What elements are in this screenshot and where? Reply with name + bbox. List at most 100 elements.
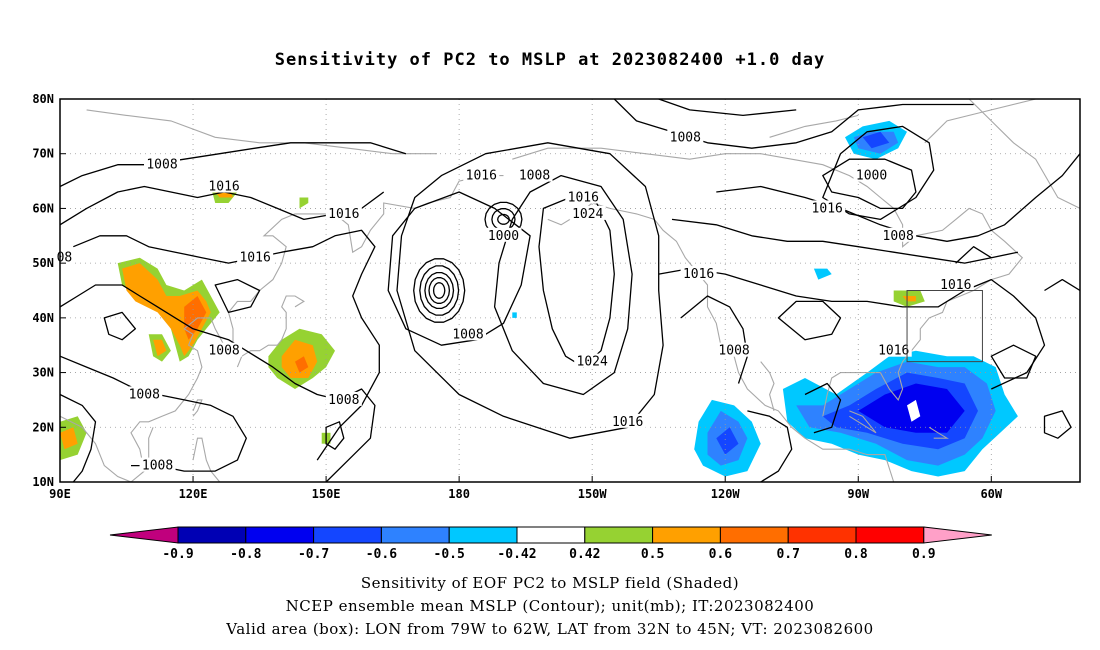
contour-label-bg <box>237 249 274 264</box>
coastline <box>760 361 775 412</box>
mslp-contour <box>103 311 137 341</box>
contour-label: 1016 <box>466 169 497 184</box>
colorbar-segment <box>855 526 925 544</box>
mslp-contour <box>613 99 974 149</box>
contour-label-bg <box>325 391 362 406</box>
colorbar-segment <box>719 526 789 544</box>
colorbar-segment <box>380 526 450 544</box>
latitude-tick-label: 50N <box>32 256 54 270</box>
mslp-contour <box>658 267 1046 390</box>
contour-label: 1008 <box>328 393 359 408</box>
coastline <box>192 399 203 417</box>
mslp-contour <box>804 382 842 434</box>
colorbar-tick-label: -0.9 <box>162 547 193 562</box>
mslp-contour <box>419 265 460 316</box>
sensitivity-blob <box>153 339 167 357</box>
colorbar-segment <box>313 526 382 544</box>
sensitivity-blob <box>299 197 309 209</box>
contour-label-bg <box>875 342 912 357</box>
mslp-contour <box>671 218 1019 264</box>
colorbar-right-arrow <box>923 526 992 544</box>
colorbar-tick-label: -0.6 <box>366 547 397 562</box>
mslp-contour <box>716 153 1080 242</box>
longitude-tick-label: 90E <box>49 487 71 501</box>
contour-label: 1008 <box>452 327 483 342</box>
contour-label: 1000 <box>856 169 887 184</box>
contour-label-bg <box>206 342 243 357</box>
contour-label: 1008 <box>146 158 177 173</box>
coastline <box>512 147 1024 417</box>
contour-label: 1008 <box>142 459 173 474</box>
latitude-tick-label: 60N <box>32 201 54 215</box>
sensitivity-blob <box>60 427 78 450</box>
colorbar-tick-label: -0.8 <box>230 547 261 562</box>
mslp-contour <box>73 229 380 461</box>
contour-label: 1016 <box>612 415 643 430</box>
colorbar-tick-label: -0.42 <box>497 547 536 562</box>
mslp-contour <box>493 174 633 396</box>
colorbar-tick-label: 0.6 <box>709 547 733 562</box>
contour-label-bg <box>139 457 176 472</box>
contour-label-bg <box>667 129 704 144</box>
mslp-contour <box>424 271 455 310</box>
contour-label-bg <box>809 200 846 215</box>
contour-label: 1016 <box>568 190 599 205</box>
colorbar: -0.9 -0.8 -0.7 -0.6 -0.5 -0.42 0.42 0.5 0.6 0.7 0.… <box>109 526 992 562</box>
coastline <box>928 426 949 439</box>
contour-label: 1008 <box>519 169 550 184</box>
contour-label: 1024 <box>572 207 603 222</box>
sensitivity-blob <box>907 399 921 422</box>
latitude-tick-label: 10N <box>32 475 54 489</box>
longitude-tick-label: 120E <box>179 487 208 501</box>
longitude-tick-label: 60W <box>980 487 1002 501</box>
contour-label: 1016 <box>239 251 270 266</box>
mslp-contour <box>387 191 531 346</box>
mslp-contour <box>428 277 451 304</box>
coastline <box>236 295 305 368</box>
sensitivity-blob <box>862 131 890 149</box>
colorbar-left-arrow <box>109 526 179 544</box>
colorbar-tick-label: -0.5 <box>434 547 465 562</box>
mslp-contour <box>1043 410 1072 439</box>
contour-label: 1016 <box>328 207 359 222</box>
contour-label-bg <box>126 386 163 401</box>
sensitivity-blob <box>716 427 739 455</box>
contour-label-bg <box>463 167 500 182</box>
contour-label: 1000 <box>488 229 519 244</box>
coastline <box>849 410 877 434</box>
colorbar-segment <box>245 526 315 544</box>
contour-label: 1024 <box>577 355 608 370</box>
contour-label-bg <box>937 277 974 292</box>
colorbar-segment <box>787 526 857 544</box>
contour-label-bg <box>206 178 243 193</box>
contour-label-bg <box>680 266 717 281</box>
latitude-tick-label: 80N <box>32 92 54 106</box>
coastline <box>769 114 859 138</box>
mslp-contours <box>60 99 1080 482</box>
coastline <box>547 202 895 482</box>
longitude-tick-label: 150E <box>312 487 341 501</box>
contour-label-bg <box>716 342 753 357</box>
colorbar-segment <box>652 526 721 544</box>
map-frame <box>59 98 1081 483</box>
mslp-contour <box>325 421 345 450</box>
coastline <box>86 109 437 155</box>
latitude-tick-label: 70N <box>32 147 54 161</box>
contour-label: 1008 <box>718 344 749 359</box>
mslp-contour <box>658 99 797 117</box>
latitude-tick-label: 30N <box>32 366 54 380</box>
contour-label: 1008 <box>129 387 160 402</box>
colorbar-segment <box>584 526 654 544</box>
caption-shaded: Sensitivity of EOF PC2 to MSLP field (Sh… <box>360 574 740 592</box>
contour-label-bg <box>853 167 890 182</box>
contour-label-bg <box>565 189 602 204</box>
coastline <box>60 175 504 482</box>
sensitivity-blob <box>813 268 832 280</box>
contour-label: 1016 <box>812 201 843 216</box>
contour-labels: 1008 1016 1016 1016 1016 1008 1000 1016 1024 1008… <box>54 129 974 474</box>
contour-label: 1008 <box>883 229 914 244</box>
mslp-contour <box>747 410 793 482</box>
contour-label-bg <box>574 353 611 368</box>
contour-label-bg <box>880 227 917 242</box>
